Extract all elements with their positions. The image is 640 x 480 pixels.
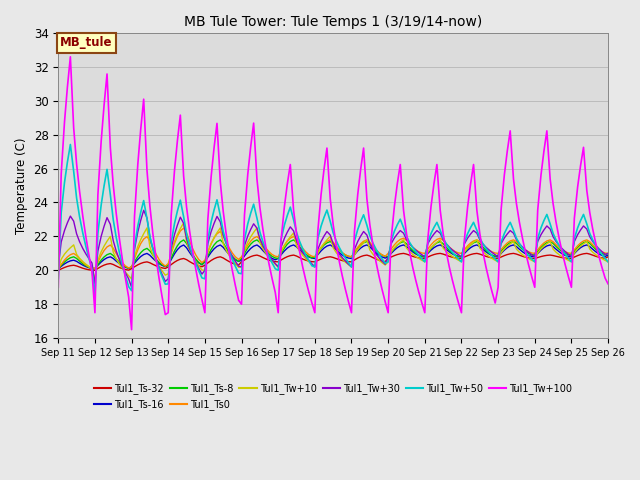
Tul1_Ts0 bbox=[513, 239, 520, 245]
Tul1_Ts-16 bbox=[317, 248, 325, 254]
Tul1_Ts-16 bbox=[604, 252, 612, 258]
Tul1_Ts0 bbox=[604, 251, 612, 256]
Tul1_Tw+100 bbox=[604, 281, 612, 287]
Tul1_Ts0 bbox=[137, 240, 145, 246]
Tul1_Tw+50 bbox=[604, 259, 612, 264]
Tul1_Ts-16 bbox=[207, 250, 215, 255]
Tul1_Ts-32 bbox=[207, 258, 215, 264]
Tul1_Tw+50 bbox=[106, 192, 114, 197]
Tul1_Ts-16 bbox=[137, 253, 145, 259]
Tul1_Tw+50 bbox=[323, 207, 331, 213]
Tul1_Ts-8 bbox=[137, 250, 145, 255]
Tul1_Tw+10 bbox=[213, 230, 221, 236]
Y-axis label: Temperature (C): Temperature (C) bbox=[15, 137, 28, 234]
Tul1_Tw+10 bbox=[323, 237, 331, 243]
Line: Tul1_Ts-32: Tul1_Ts-32 bbox=[58, 253, 608, 270]
Legend: Tul1_Ts-32, Tul1_Ts-16, Tul1_Ts-8, Tul1_Ts0, Tul1_Tw+10, Tul1_Tw+30, Tul1_Tw+50,: Tul1_Ts-32, Tul1_Ts-16, Tul1_Ts-8, Tul1_… bbox=[90, 380, 576, 414]
Tul1_Ts-8 bbox=[54, 266, 62, 272]
Tul1_Ts0 bbox=[54, 266, 62, 272]
Tul1_Tw+50 bbox=[326, 218, 334, 224]
Tul1_Ts-16 bbox=[54, 266, 62, 272]
Tul1_Ts-32 bbox=[513, 251, 520, 257]
Tul1_Tw+30 bbox=[323, 228, 331, 234]
Tul1_Ts0 bbox=[180, 225, 188, 231]
Tul1_Tw+100 bbox=[516, 219, 524, 225]
Tul1_Ts0 bbox=[210, 235, 218, 241]
Line: Tul1_Tw+100: Tul1_Tw+100 bbox=[58, 57, 608, 330]
Tul1_Ts-16 bbox=[400, 242, 408, 248]
Tul1_Tw+30 bbox=[516, 241, 524, 247]
Tul1_Tw+50 bbox=[516, 240, 524, 246]
Line: Tul1_Ts-8: Tul1_Ts-8 bbox=[58, 240, 608, 269]
Line: Tul1_Ts-16: Tul1_Ts-16 bbox=[58, 245, 608, 269]
Tul1_Ts-8 bbox=[323, 240, 331, 246]
Tul1_Ts0 bbox=[320, 241, 328, 247]
Tul1_Tw+100 bbox=[323, 145, 331, 151]
Tul1_Tw+10 bbox=[91, 276, 99, 282]
Tul1_Ts-32 bbox=[54, 267, 62, 273]
Line: Tul1_Tw+10: Tul1_Tw+10 bbox=[58, 223, 608, 279]
Tul1_Tw+10 bbox=[604, 259, 612, 264]
Line: Tul1_Ts0: Tul1_Ts0 bbox=[58, 228, 608, 269]
Tul1_Ts-8 bbox=[100, 254, 108, 260]
Tul1_Ts0 bbox=[100, 248, 108, 253]
Tul1_Tw+50 bbox=[213, 197, 221, 203]
Tul1_Ts-16 bbox=[320, 245, 328, 251]
Tul1_Ts-8 bbox=[513, 240, 520, 246]
Title: MB Tule Tower: Tule Temps 1 (3/19/14-now): MB Tule Tower: Tule Temps 1 (3/19/14-now… bbox=[184, 15, 483, 29]
Line: Tul1_Tw+50: Tul1_Tw+50 bbox=[58, 144, 608, 296]
Tul1_Ts0 bbox=[323, 239, 331, 244]
Tul1_Ts-32 bbox=[317, 256, 325, 262]
Tul1_Tw+30 bbox=[54, 264, 62, 270]
Tul1_Tw+30 bbox=[100, 223, 108, 229]
Tul1_Ts-32 bbox=[400, 251, 408, 256]
Tul1_Ts-8 bbox=[207, 247, 215, 252]
Tul1_Tw+100 bbox=[213, 120, 221, 126]
Tul1_Tw+100 bbox=[103, 71, 111, 77]
Tul1_Tw+100 bbox=[54, 284, 62, 290]
Tul1_Tw+30 bbox=[143, 215, 151, 221]
Tul1_Tw+30 bbox=[326, 232, 334, 238]
Tul1_Ts-16 bbox=[100, 257, 108, 263]
Tul1_Ts-8 bbox=[320, 242, 328, 248]
Tul1_Tw+100 bbox=[128, 327, 136, 333]
Tul1_Tw+100 bbox=[67, 54, 74, 60]
Tul1_Ts-32 bbox=[100, 262, 108, 268]
Tul1_Tw+50 bbox=[67, 142, 74, 147]
Tul1_Tw+100 bbox=[326, 196, 334, 202]
Tul1_Tw+30 bbox=[604, 251, 612, 256]
Tul1_Ts-32 bbox=[604, 254, 612, 260]
Tul1_Tw+10 bbox=[516, 249, 524, 255]
Tul1_Tw+50 bbox=[91, 293, 99, 299]
Tul1_Tw+50 bbox=[54, 276, 62, 282]
Tul1_Ts-16 bbox=[513, 244, 520, 250]
Tul1_Ts-8 bbox=[253, 237, 260, 243]
Tul1_Tw+10 bbox=[180, 220, 188, 226]
Tul1_Tw+50 bbox=[143, 216, 151, 221]
Tul1_Tw+30 bbox=[213, 214, 221, 219]
Tul1_Ts-8 bbox=[604, 251, 612, 256]
Line: Tul1_Tw+30: Tul1_Tw+30 bbox=[58, 210, 608, 287]
Tul1_Tw+10 bbox=[54, 267, 62, 273]
Tul1_Tw+10 bbox=[103, 239, 111, 244]
Text: MB_tule: MB_tule bbox=[60, 36, 113, 49]
Tul1_Ts-32 bbox=[137, 261, 145, 266]
Tul1_Tw+100 bbox=[143, 168, 151, 173]
Tul1_Tw+10 bbox=[140, 231, 147, 237]
Tul1_Tw+10 bbox=[326, 234, 334, 240]
Tul1_Tw+30 bbox=[140, 207, 147, 213]
Tul1_Tw+30 bbox=[128, 284, 136, 290]
Tul1_Ts-32 bbox=[320, 255, 328, 261]
